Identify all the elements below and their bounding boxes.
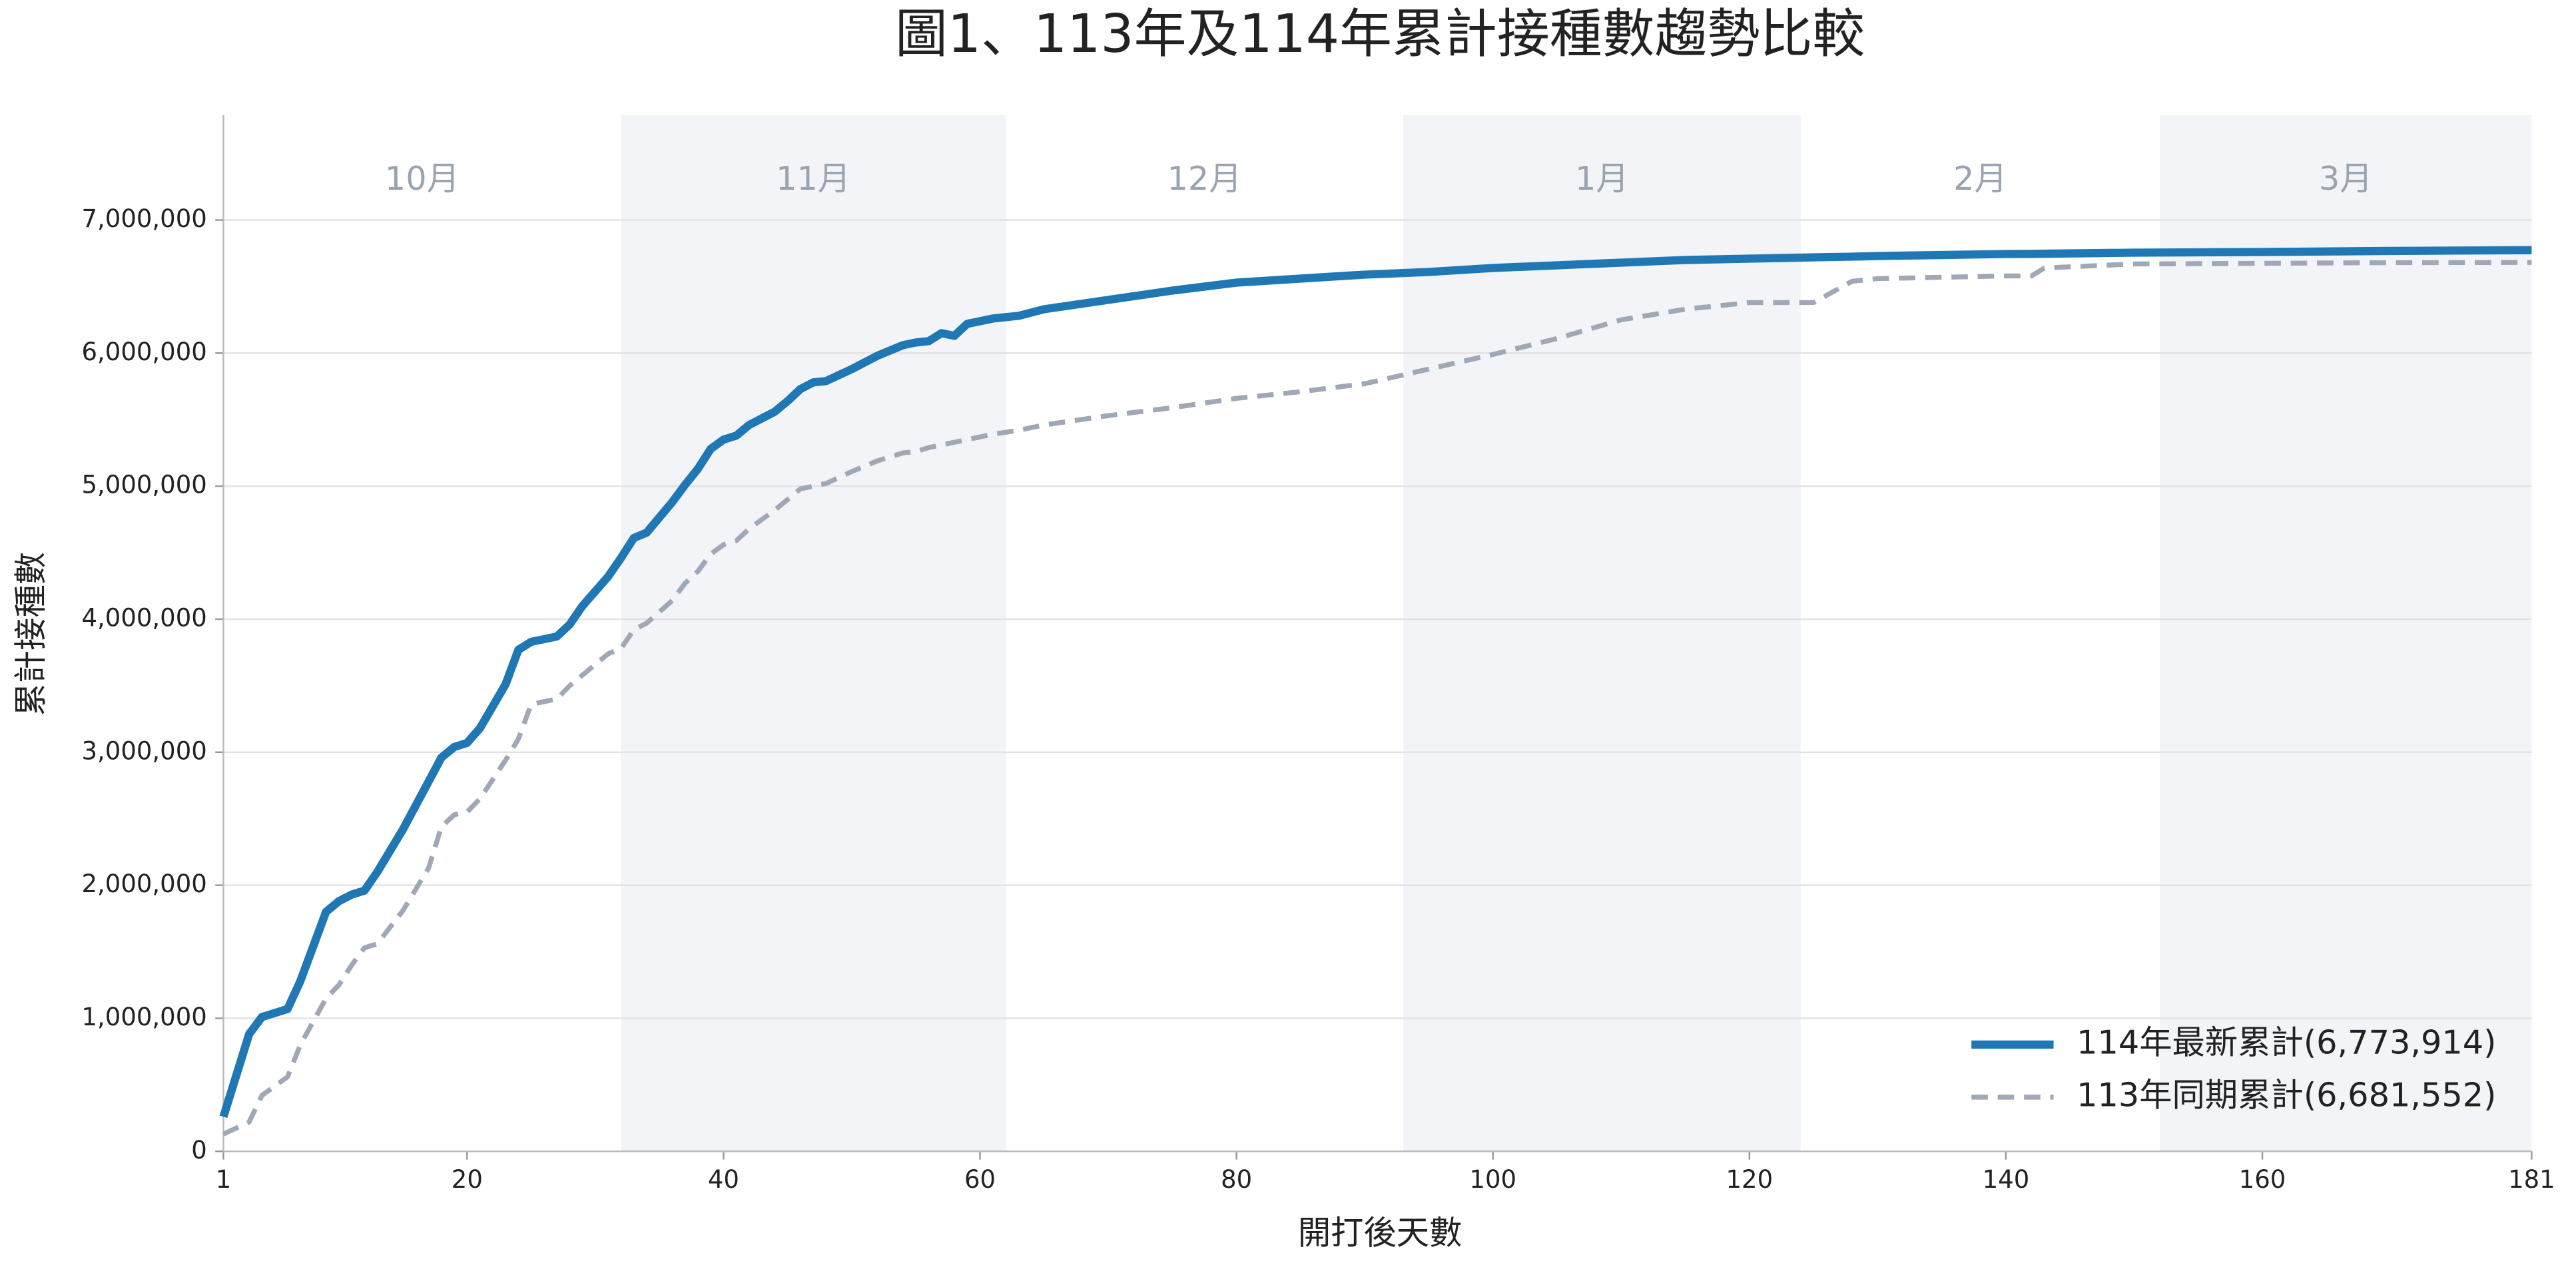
y-tick-label: 7,000,000 [82,204,207,233]
y-tick-label: 3,000,000 [82,736,207,765]
x-tick-label: 100 [1469,1165,1516,1194]
month-label: 12月 [1167,159,1241,198]
month-label: 2月 [1953,159,2007,198]
chart-title: 圖1、113年及114年累計接種數趨勢比較 [895,3,1865,65]
y-tick-label: 6,000,000 [82,338,207,366]
y-tick-label: 5,000,000 [82,471,207,499]
series-line [222,260,2532,1137]
y-tick-label: 0 [191,1136,207,1164]
x-tick-label: 20 [452,1165,483,1194]
month-band [2159,115,2532,1152]
month-band [1403,115,1801,1152]
y-axis-label: 累計接種數 [11,552,50,716]
x-tick-label: 1 [216,1165,232,1194]
x-tick-label: 120 [1726,1165,1773,1194]
x-tick-label: 160 [2239,1165,2286,1194]
x-tick-label: 140 [1983,1165,2030,1194]
month-band [621,115,1006,1152]
legend-label: 114年最新累計(6,773,914) [2077,1023,2496,1061]
month-label: 11月 [776,159,850,198]
y-tick-label: 2,000,000 [82,870,207,898]
month-label: 3月 [2319,159,2373,198]
plot: 10月 11月 12月 1月 2月 3月 0 1,000,000 2,000,000 3,000,… [82,115,2555,1194]
month-label: 1月 [1575,159,1629,198]
y-tick-label: 1,000,000 [82,1003,207,1031]
series-line [219,246,2532,1119]
x-tick-label: 60 [964,1165,996,1194]
month-label: 10月 [385,159,460,198]
y-tick-label: 4,000,000 [82,604,207,633]
x-tick-label: 80 [1221,1165,1252,1194]
x-tick-label: 181 [2508,1165,2555,1194]
legend-label: 113年同期累計(6,681,552) [2077,1075,2496,1114]
x-axis-label: 開打後天數 [1298,1214,1462,1252]
x-tick-label: 40 [708,1165,739,1194]
